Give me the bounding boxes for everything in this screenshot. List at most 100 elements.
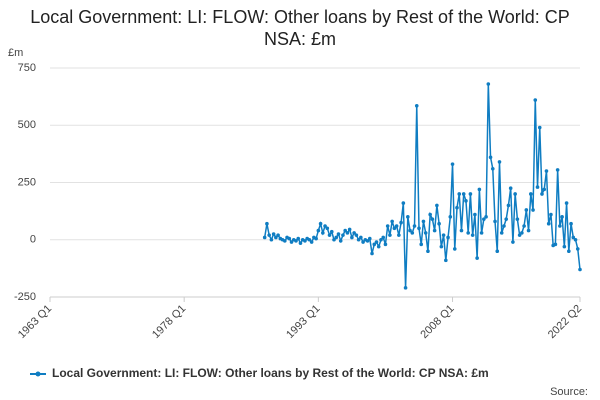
- data-point: [573, 237, 578, 242]
- data-point: [508, 186, 513, 191]
- data-point: [329, 229, 334, 234]
- data-point: [484, 215, 488, 219]
- data-point: [321, 231, 325, 235]
- data-point: [428, 212, 432, 217]
- data-point: [412, 224, 417, 228]
- data-point: [435, 203, 439, 208]
- data-point: [546, 221, 551, 226]
- data-point: [303, 239, 307, 243]
- series-line: [263, 84, 581, 288]
- source: Source:: [550, 386, 588, 398]
- data-point: [390, 219, 394, 224]
- data-point: [276, 233, 280, 237]
- data-point: [417, 226, 421, 231]
- data-point: [376, 244, 381, 249]
- data-point: [265, 221, 269, 226]
- data-point: [553, 242, 558, 247]
- data-point: [567, 249, 571, 253]
- data-point: [522, 224, 526, 228]
- y-tick-label: 500: [18, 119, 36, 131]
- data-point: [513, 192, 517, 196]
- data-point: [571, 235, 576, 240]
- data-point: [294, 239, 298, 243]
- data-point: [502, 224, 506, 228]
- data-point: [336, 232, 341, 236]
- data-point: [444, 258, 448, 263]
- data-point: [526, 228, 531, 233]
- data-point: [296, 236, 301, 241]
- data-point: [562, 244, 567, 249]
- data-point: [365, 239, 370, 243]
- data-point: [421, 219, 426, 224]
- data-point: [298, 241, 303, 245]
- data-point: [529, 192, 533, 196]
- data-point: [372, 242, 377, 247]
- data-point: [388, 233, 392, 237]
- data-point: [470, 233, 475, 237]
- data-point: [537, 125, 542, 130]
- data-point: [334, 235, 339, 240]
- data-point: [450, 162, 455, 166]
- data-point: [569, 221, 573, 226]
- data-point: [352, 231, 356, 235]
- data-point: [314, 236, 318, 241]
- data-point: [385, 224, 390, 228]
- data-point: [493, 219, 497, 224]
- data-point: [269, 237, 274, 242]
- data-point: [459, 228, 464, 233]
- data-point: [338, 239, 343, 243]
- legend-marker: [35, 371, 41, 377]
- data-point: [381, 235, 386, 240]
- data-point: [504, 217, 509, 221]
- data-point: [423, 231, 428, 235]
- data-point: [316, 228, 321, 233]
- data-point: [430, 217, 435, 221]
- data-point: [439, 244, 444, 249]
- data-point: [533, 98, 538, 102]
- data-point: [323, 224, 327, 228]
- data-point: [408, 228, 412, 233]
- data-point: [379, 237, 383, 242]
- data-point: [542, 187, 547, 192]
- data-point: [406, 215, 410, 219]
- data-point: [448, 215, 453, 219]
- data-point: [341, 233, 345, 237]
- data-point: [271, 232, 276, 236]
- y-tick-label: 0: [30, 234, 36, 246]
- data-point: [287, 236, 292, 241]
- data-point: [432, 228, 437, 233]
- data-point: [452, 247, 457, 251]
- data-point: [343, 228, 347, 233]
- data-point: [318, 221, 323, 226]
- data-point: [558, 224, 562, 228]
- data-point: [354, 233, 359, 237]
- data-point: [374, 240, 379, 244]
- y-tick-label: -250: [14, 291, 36, 303]
- data-point: [309, 240, 314, 244]
- x-tick-label: 2008 Q1: [418, 303, 456, 341]
- data-point: [560, 215, 564, 219]
- data-point: [578, 267, 582, 272]
- data-point: [535, 185, 540, 189]
- data-point: [361, 240, 365, 244]
- data-point: [307, 237, 312, 242]
- data-point: [274, 235, 278, 240]
- data-point: [327, 233, 332, 237]
- data-point: [564, 201, 569, 205]
- data-point: [441, 233, 446, 237]
- data-point: [419, 242, 424, 247]
- data-point: [520, 231, 524, 235]
- data-point: [359, 235, 363, 240]
- data-point: [524, 208, 529, 212]
- data-point: [482, 217, 486, 221]
- data-point: [403, 286, 408, 290]
- legend-label: Local Government: LI: FLOW: Other loans …: [52, 366, 489, 380]
- data-point: [455, 205, 459, 210]
- y-tick-label: 250: [18, 176, 36, 188]
- data-point: [383, 242, 388, 247]
- data-point: [356, 237, 361, 242]
- data-point: [464, 199, 468, 203]
- data-point: [540, 192, 544, 196]
- data-point: [392, 226, 397, 231]
